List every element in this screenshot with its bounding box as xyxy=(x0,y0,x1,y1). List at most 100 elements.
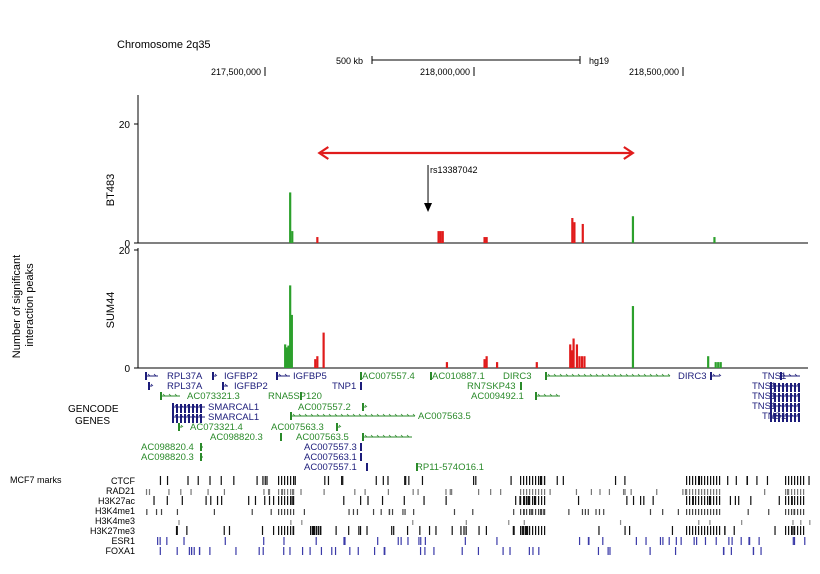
mark-peak xyxy=(622,489,625,495)
mark-peak xyxy=(318,526,320,535)
mark-peak xyxy=(264,496,266,505)
gene-strand-mark xyxy=(168,393,172,397)
gene-exon xyxy=(786,383,788,392)
mark-peak xyxy=(659,537,662,545)
mark-peak xyxy=(527,496,529,505)
mark-peak xyxy=(523,526,525,535)
mark-peak xyxy=(541,476,543,485)
mark-peak xyxy=(719,489,721,495)
gene-strand-mark xyxy=(619,373,623,377)
mark-peak xyxy=(223,489,226,495)
span-arrowhead-left xyxy=(317,146,329,160)
gene-strand-mark xyxy=(577,373,581,377)
mark-peak xyxy=(693,537,695,545)
mark-peak xyxy=(803,526,805,535)
gene-label: AC098820.4 xyxy=(141,442,194,453)
mark-peak xyxy=(686,509,688,515)
mark-track-label: RAD21 xyxy=(106,486,135,496)
mark-peak xyxy=(541,496,543,505)
mark-peak xyxy=(281,509,283,515)
mark-peak xyxy=(515,496,517,505)
mark-peak xyxy=(188,547,190,555)
gene-strand-mark xyxy=(400,434,404,438)
mark-peak xyxy=(461,547,463,555)
mark-peak xyxy=(254,496,257,505)
gene-strand-mark xyxy=(162,393,166,397)
gene-strand-mark xyxy=(376,413,380,417)
mark-peak xyxy=(756,476,758,485)
gene-strand-mark xyxy=(224,383,228,387)
gene-exon xyxy=(145,372,147,380)
assembly-label: hg19 xyxy=(589,56,609,66)
mark-peak xyxy=(549,489,551,495)
mark-peak xyxy=(251,509,253,515)
panel-name: BT483 xyxy=(105,174,117,206)
mark-peak xyxy=(649,547,651,555)
mark-peak xyxy=(291,489,294,495)
mark-peak xyxy=(597,547,600,555)
gene-exon xyxy=(172,404,174,413)
mark-peak xyxy=(539,476,542,485)
mark-peak xyxy=(391,526,393,535)
mark-peak xyxy=(544,489,546,495)
mark-peak xyxy=(590,489,592,495)
mark-peak xyxy=(300,489,302,495)
mark-peak xyxy=(707,526,709,535)
gene-exon xyxy=(774,383,776,392)
mark-peak xyxy=(403,496,405,505)
mark-peak xyxy=(791,526,793,535)
mark-peak xyxy=(791,509,793,515)
mark-peak xyxy=(433,547,435,555)
mark-peak xyxy=(520,526,522,535)
gene-strand-mark xyxy=(788,373,792,377)
mark-peak xyxy=(213,509,215,515)
mark-peak xyxy=(523,509,525,515)
mark-peak xyxy=(159,476,162,485)
mark-peak xyxy=(293,489,295,495)
mark-peak xyxy=(388,509,391,515)
mark-peak xyxy=(523,489,525,495)
mark-peak xyxy=(335,526,337,535)
gene-label: AC073321.4 xyxy=(190,422,243,433)
mark-peak xyxy=(320,547,323,555)
mark-peak xyxy=(692,476,694,485)
bar xyxy=(485,356,488,368)
mark-peak xyxy=(689,476,691,485)
mark-peak xyxy=(733,526,735,535)
bar xyxy=(575,344,579,368)
mark-peak xyxy=(209,547,211,555)
mark-peak xyxy=(289,547,291,555)
mark-peak xyxy=(544,476,546,485)
mark-peak xyxy=(689,509,691,515)
mark-peak xyxy=(671,526,674,535)
bar xyxy=(441,231,444,243)
gene-strand-mark xyxy=(565,373,569,377)
gene-strand-mark xyxy=(649,373,653,377)
mark-peak xyxy=(166,496,168,505)
mark-peak xyxy=(704,526,706,535)
mark-peak xyxy=(749,537,751,545)
mark-peak xyxy=(310,526,312,535)
mark-peak xyxy=(803,476,805,485)
gene-exon xyxy=(786,393,788,402)
mark-peak xyxy=(526,526,528,535)
mark-peak xyxy=(360,496,362,505)
gene-strand-mark xyxy=(661,373,665,377)
mark-peak xyxy=(281,526,283,535)
chromosome-label: Chromosome 2q35 xyxy=(117,39,211,51)
mark-peak xyxy=(695,526,697,535)
gencode-title: GENCODE xyxy=(68,404,119,415)
mark-peak xyxy=(794,526,796,535)
mark-peak xyxy=(630,489,632,495)
mark-peak xyxy=(713,526,715,535)
mark-peak xyxy=(704,489,706,495)
gene-exon xyxy=(180,404,182,413)
mark-peak xyxy=(424,537,426,545)
mark-track-label: H3K27me3 xyxy=(90,526,135,536)
mark-peak xyxy=(532,496,534,505)
gene-label: AC073321.3 xyxy=(187,391,240,402)
bar xyxy=(578,356,581,368)
mark-peak xyxy=(713,489,715,495)
gene-label: AC007563.3 xyxy=(271,422,324,433)
